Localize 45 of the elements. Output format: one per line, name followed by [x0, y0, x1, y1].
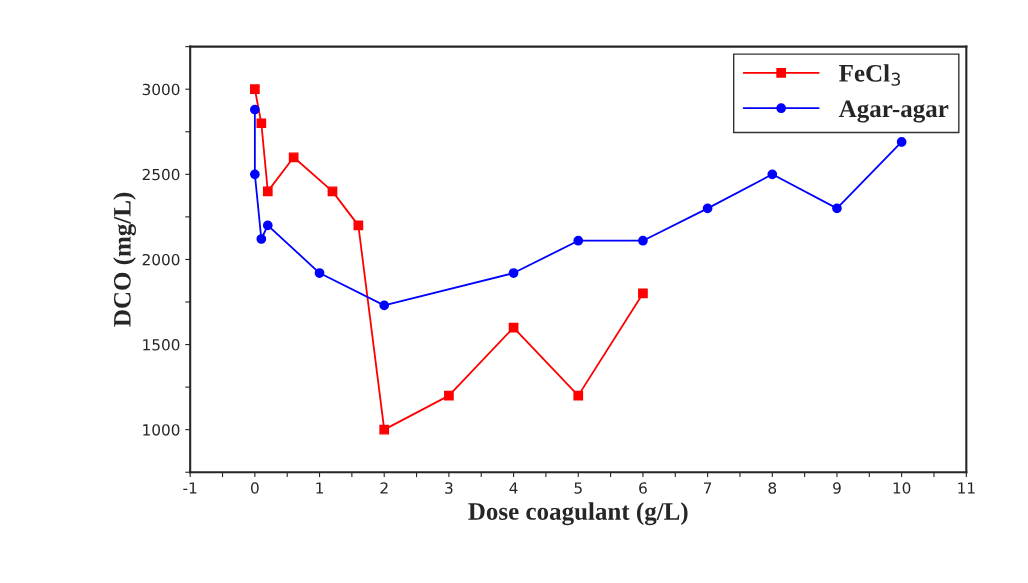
x-tick-label: 0: [251, 482, 259, 494]
y-axis-title: DCO (mg/L): [113, 192, 137, 327]
point: [444, 390, 454, 401]
point: [896, 137, 907, 147]
x-tick-label: 6: [639, 482, 647, 494]
x-tick-label: 1: [316, 482, 323, 494]
legend-label: Agar-agar: [838, 100, 949, 123]
x-axis-title: Dose coagulant (g/L): [468, 502, 688, 526]
point: [832, 203, 842, 214]
point: [379, 424, 390, 435]
y-tick-label: 1500: [143, 339, 180, 351]
point: [327, 186, 338, 197]
x-tick-label: 2: [380, 482, 388, 494]
y-tick-label: 3000: [142, 83, 180, 96]
point: [249, 104, 260, 115]
point: [262, 186, 273, 197]
x-tick-label: 5: [574, 482, 582, 494]
point: [288, 152, 299, 163]
point: [508, 268, 519, 278]
x-tick-label: 8: [768, 482, 777, 494]
legend-label: FeCl$_{3}$: [839, 64, 901, 86]
x-tick-label: 9: [833, 482, 841, 494]
point: [702, 203, 713, 214]
x-tick-label: 3: [445, 482, 453, 494]
x-tick-label: 10: [893, 482, 911, 494]
x-tick-label: 11: [958, 482, 975, 494]
point: [262, 220, 273, 231]
x-tick-label: -1: [183, 482, 197, 494]
y-tick-label: 2000: [142, 253, 180, 266]
point: [256, 118, 267, 129]
point: [638, 288, 648, 299]
point: [314, 268, 325, 278]
point: [767, 169, 778, 180]
point: [256, 234, 267, 244]
x-tick-label: 4: [509, 482, 518, 494]
point: [379, 300, 390, 311]
point: [249, 169, 260, 180]
point: [638, 235, 648, 246]
y-tick-label: 1000: [143, 424, 180, 436]
point: [573, 235, 584, 246]
point: [249, 84, 260, 95]
point: [573, 390, 584, 401]
x-tick-label: 7: [704, 482, 712, 494]
point: [353, 220, 364, 231]
y-tick-label: 2500: [142, 168, 180, 181]
